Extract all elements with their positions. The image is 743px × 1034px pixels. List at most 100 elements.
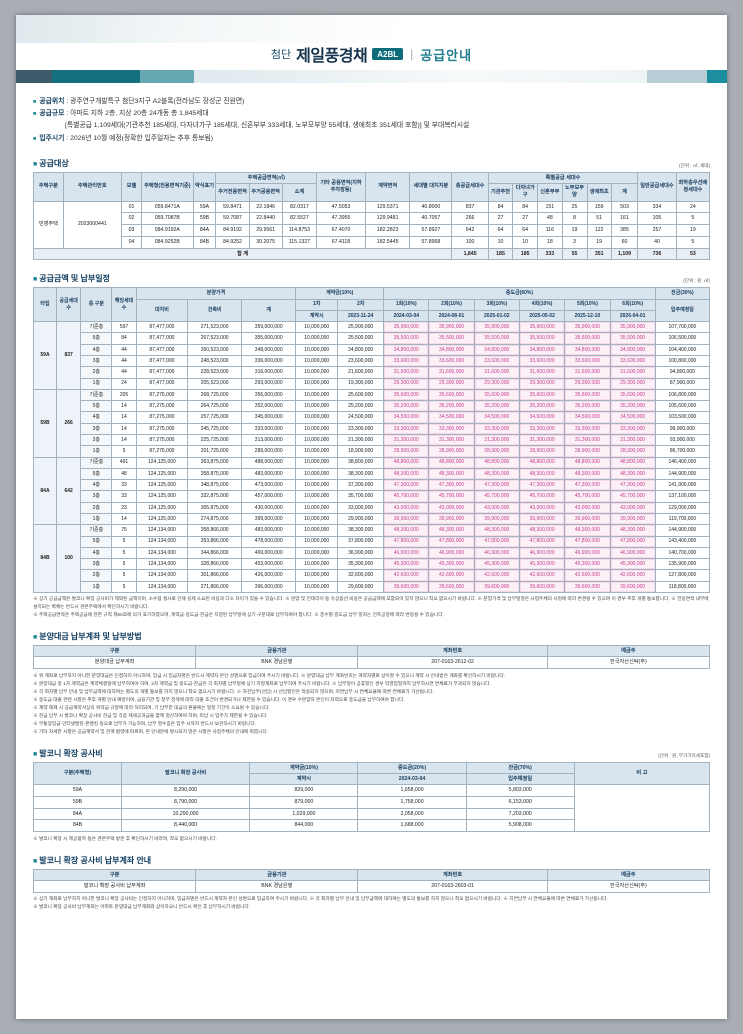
- balcony-pay-table-head: 구분 금융기관 계좌번호 예금주: [32, 869, 711, 882]
- table-cell: 22.8440: [248, 212, 283, 226]
- table-cell: 87,477,000: [135, 354, 189, 368]
- table-cell: 2023-11-24: [337, 309, 385, 323]
- title-divider-icon: |: [410, 47, 414, 61]
- table-cell: 10,000,000: [295, 490, 339, 503]
- table-cell: 469,000,000: [241, 546, 297, 560]
- table-cell: 최하층우선배정세대수: [675, 171, 711, 202]
- table-cell: 3층: [80, 558, 113, 571]
- table-cell: 35,500,000: [564, 332, 611, 345]
- table-cell: 28,900,000: [428, 445, 475, 458]
- table-cell: 35,600,000: [473, 388, 520, 402]
- table-cell: 119,700,000: [654, 512, 711, 526]
- table-cell: 33: [111, 479, 137, 492]
- block-badge: A2BL: [372, 48, 404, 60]
- table-cell: 358,866,000: [187, 524, 243, 537]
- table-cell: 104,400,000: [654, 343, 711, 357]
- section-header: ■ 발코니 확장 공사비 (단위 : 원, 부가가치세포함): [33, 748, 710, 759]
- table-cell: 계약면적: [364, 171, 411, 202]
- table-cell: 35,200,000: [518, 400, 566, 413]
- table-cell: 355,000,000: [241, 332, 297, 345]
- table-cell: 47,300,000: [383, 479, 430, 492]
- table-cell: 33,300,000: [564, 422, 611, 435]
- table-cell: 106,500,000: [654, 332, 711, 345]
- table-cell: 10,000,000: [295, 332, 339, 345]
- table-cell: 144,900,000: [654, 467, 711, 481]
- table-cell: 844,000: [249, 819, 359, 833]
- table-cell: 207-0163-2612-02: [357, 656, 548, 670]
- table-cell: 185: [487, 247, 514, 261]
- table-cell: 35,600,000: [428, 388, 475, 402]
- table-cell: 10,000,000: [295, 569, 339, 582]
- table-cell: 45,700,000: [428, 490, 475, 503]
- table-cell: 161: [610, 212, 639, 226]
- table-cell: 47,800,000: [428, 535, 475, 548]
- table-cell: 45,300,000: [428, 558, 475, 571]
- table-cell: 10,000,000: [295, 479, 339, 492]
- table-cell: 59A: [33, 321, 57, 390]
- note-line: ※ 각 회차별 납부 안내 및 납부금액에 대하여는 별도의 개별 통보를 하지…: [33, 688, 434, 694]
- table-cell: 34,800,000: [473, 343, 520, 357]
- section-title: ■ 발코니 확장 공사비: [33, 748, 103, 759]
- table-cell: 59B: [192, 212, 217, 226]
- balcony-pay-table-body: 발코니 확장 공사비 납부계좌 BNK 경남은행 207-0163-2603-01 한…: [32, 880, 711, 893]
- table-cell: 37,300,000: [337, 479, 385, 492]
- table-cell: 46,900,000: [428, 546, 475, 560]
- table-cell: 43,000,000: [518, 501, 566, 514]
- table-cell: 한국자산신탁(주): [546, 656, 711, 670]
- table-cell: 348,875,000: [187, 479, 243, 492]
- table-cell: 33,600,000: [473, 354, 520, 368]
- table-cell: 274,875,000: [187, 512, 243, 526]
- table-cell: 39,900,000: [518, 512, 566, 526]
- table-cell: 46,900,000: [564, 546, 611, 560]
- strip-segment: [194, 70, 647, 83]
- table-cell: 10,000,000: [295, 354, 339, 368]
- table-cell: 29,300,000: [518, 377, 566, 390]
- table-cell: 42,600,000: [518, 569, 566, 582]
- balcony-account-table: 구분 금융기관 계좌번호 예금주 발코니 확장 공사비 납부계좌 BNK 경남은행 207…: [32, 869, 711, 893]
- table-cell: 35,500,000: [518, 332, 566, 345]
- table-cell: 10,000,000: [295, 535, 339, 548]
- table-cell: 59.8471: [215, 200, 250, 214]
- table-cell: 35,700,000: [337, 490, 385, 503]
- table-cell: 84A: [33, 807, 122, 821]
- table-cell: 기관추천: [487, 182, 514, 202]
- balcony-table-head: 구분(주택형) 발코니 확장 공사비 계약금(10%) 중도금(20%) 잔금(70%)…: [33, 762, 711, 786]
- table-cell: 35,300,000: [337, 558, 385, 571]
- table-cell: 140,700,000: [654, 546, 711, 560]
- note-line: ※ 계약 해제 시 공급계약서상의 위약금 규정에 따라 처리되며, 기 납부한…: [33, 704, 270, 710]
- table-cell: 35,500,000: [383, 332, 430, 345]
- table-cell: 48,800,000: [518, 456, 566, 469]
- table-cell: 계좌번호: [357, 645, 548, 658]
- table-cell: 42,600,000: [383, 569, 430, 582]
- supply-scale-continued-line: [특별공급 1,109세대(기관추천 185세대, 다자녀가구 185세대, 신…: [33, 120, 710, 132]
- table-cell: 2층: [80, 501, 113, 514]
- table-cell: 구분(주택형): [33, 762, 122, 786]
- table-cell: 34,500,000: [383, 411, 430, 424]
- table-cell: 453,000,000: [241, 558, 297, 571]
- table-cell: 02: [120, 212, 143, 226]
- note-line: ※ 분양대금 중 1차 계약금은 계약체결일에 납부하여야 하며, 2차 계약금…: [33, 680, 491, 686]
- table-cell: 143,400,000: [654, 535, 711, 548]
- table-cell: 35,500,000: [428, 332, 475, 345]
- table-cell: 100: [55, 524, 82, 593]
- table-cell: 124,134,000: [135, 569, 189, 582]
- table-cell: 39,600,000: [564, 580, 611, 593]
- table-cell: 59B: [33, 388, 57, 458]
- table-cell: 736: [637, 247, 677, 261]
- table-cell: 59A: [33, 784, 122, 797]
- table-cell: 478,000,000: [241, 535, 297, 548]
- table-cell: 1회(10%): [383, 298, 430, 311]
- table-cell: 층 구분: [80, 287, 113, 323]
- table-cell: 271,523,000: [187, 321, 243, 334]
- table-cell: 35,900,000: [518, 321, 566, 334]
- table-cell: 건축비: [187, 298, 243, 323]
- table-cell: 84: [487, 200, 514, 214]
- table-cell: 48,300,000: [609, 524, 656, 537]
- table-cell: 426,000,000: [241, 569, 297, 582]
- note-line: ※ 상기 공급금액은 발코니 확장 공사비가 제외된 금액이며, 소수점 절사로…: [33, 596, 709, 609]
- table-cell: 47,800,000: [609, 535, 656, 548]
- document-page: 첨단 제일풍경채 A2BL | 공급안내 ■ 공급위치 : 광주연구개발특구 첨…: [16, 15, 727, 1019]
- table-cell: 5,908,000: [465, 819, 575, 833]
- table-cell: 457,000,000: [241, 490, 297, 503]
- table-cell: 기타 공용면적(지하주차장등): [316, 171, 366, 202]
